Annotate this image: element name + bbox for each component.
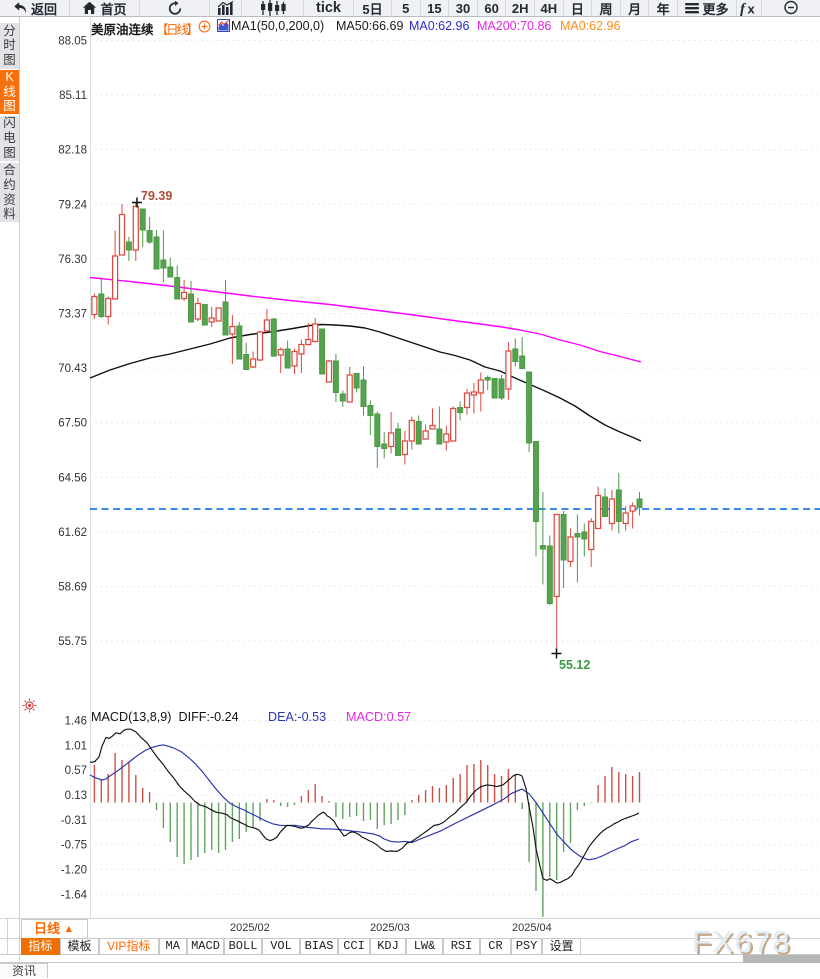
svg-text:2025/04: 2025/04 xyxy=(512,922,552,934)
svg-text:55.12: 55.12 xyxy=(559,658,590,672)
svg-text:76.30: 76.30 xyxy=(58,254,87,266)
svg-text:x: x xyxy=(747,1,755,16)
svg-text:2025/03: 2025/03 xyxy=(370,922,410,934)
svg-text:0.13: 0.13 xyxy=(65,790,87,802)
svg-text:79.24: 79.24 xyxy=(58,199,87,211)
svg-text:f: f xyxy=(740,1,747,16)
svg-text:-1.64: -1.64 xyxy=(61,889,88,901)
svg-text:-0.31: -0.31 xyxy=(61,815,87,827)
svg-text:70.43: 70.43 xyxy=(58,363,87,375)
svg-text:55.75: 55.75 xyxy=(58,636,87,648)
svg-text:88.05: 88.05 xyxy=(58,36,87,48)
svg-text:MACD(13,8,9) DIFF:-0.24: MACD(13,8,9) DIFF:-0.24 xyxy=(91,710,239,724)
svg-text:MACD:0.57: MACD:0.57 xyxy=(346,710,411,724)
svg-text:82.18: 82.18 xyxy=(58,145,87,157)
svg-text:2025/02: 2025/02 xyxy=(230,922,270,934)
svg-text:64.56: 64.56 xyxy=(58,472,87,484)
svg-text:1.01: 1.01 xyxy=(65,740,87,752)
svg-text:85.11: 85.11 xyxy=(59,90,87,102)
svg-text:0.57: 0.57 xyxy=(65,765,87,777)
svg-text:DEA:-0.53: DEA:-0.53 xyxy=(268,710,326,724)
svg-text:61.62: 61.62 xyxy=(58,527,87,539)
svg-text:73.37: 73.37 xyxy=(58,309,87,321)
svg-text:1.46: 1.46 xyxy=(65,716,87,728)
svg-text:58.69: 58.69 xyxy=(58,582,87,594)
svg-text:-1.20: -1.20 xyxy=(61,865,87,877)
svg-text:79.39: 79.39 xyxy=(141,189,172,203)
svg-text:67.50: 67.50 xyxy=(58,418,87,430)
svg-text:-0.75: -0.75 xyxy=(61,840,87,852)
